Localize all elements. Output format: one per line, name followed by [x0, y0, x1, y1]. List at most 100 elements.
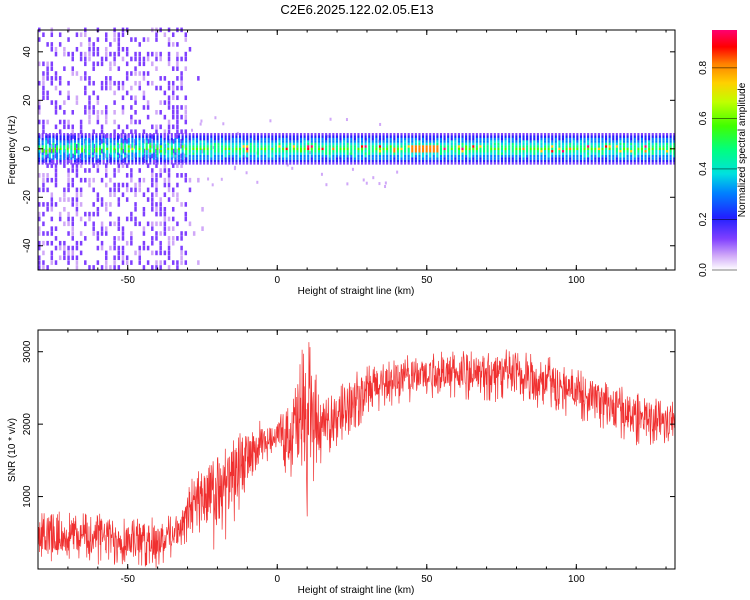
spectrogram-cell: [320, 172, 323, 176]
colorbar: 0.00.20.40.60.8 Normalized spectral ampl…: [698, 30, 748, 277]
spectrogram-cell: [79, 216, 83, 222]
spectrogram-cell: [192, 231, 196, 236]
spectrogram-cell: [109, 162, 112, 165]
spectrogram-cell: [142, 61, 146, 67]
spectrogram-cell: [45, 140, 48, 143]
spectrogram-cell: [400, 150, 403, 153]
spectrogram-cell: [75, 265, 79, 270]
spectrogram-cell: [184, 110, 188, 115]
spectrogram-cell: [238, 133, 242, 136]
spectrogram-cell: [200, 119, 203, 123]
spectrogram-cell: [396, 147, 399, 151]
spectrogram-cell: [88, 140, 91, 143]
spectrogram-cell: [159, 260, 162, 265]
spectrogram-cell: [95, 137, 98, 141]
spectrogram-cell: [583, 162, 586, 165]
spectrogram-cell: [167, 37, 171, 42]
spectrogram-cell: [339, 142, 342, 146]
spectrogram-cell: [655, 147, 658, 151]
spectrogram-cell: [113, 90, 116, 96]
spectrogram-cell: [177, 154, 181, 158]
snr-x-tick-label: 0: [274, 574, 280, 585]
spectrogram-cell: [515, 133, 518, 136]
spectrogram-cell: [590, 159, 593, 163]
spectrogram-cell: [565, 154, 568, 158]
spectrogram-cell: [518, 135, 521, 138]
spectrogram-cell: [447, 157, 450, 160]
spectrogram-cell: [54, 124, 58, 130]
spectrogram-cell: [163, 100, 167, 105]
spectrogram-cell: [282, 157, 285, 160]
spectrogram-cell: [176, 66, 179, 71]
spectrogram-cell: [439, 137, 443, 141]
spectrogram-cell: [421, 137, 425, 141]
spectrogram-cell: [104, 32, 108, 38]
spectrogram-cell: [174, 140, 177, 143]
spectrogram-cell: [197, 177, 200, 183]
spectrogram-cell: [472, 135, 475, 138]
spectrogram-cell: [84, 135, 87, 138]
spectrogram-cell: [651, 157, 654, 160]
spectrogram-cell: [651, 159, 654, 163]
spectrogram-cell: [536, 154, 539, 158]
spectrogram-cell: [130, 37, 133, 42]
spectrogram-cell: [163, 226, 167, 231]
spectrogram-cell: [134, 80, 137, 86]
spectrogram-cell: [117, 124, 121, 130]
spectrogram-cell: [66, 140, 69, 143]
spectrogram-cell: [75, 192, 79, 198]
spectrogram-cell: [414, 154, 417, 158]
spectrogram-cell: [120, 133, 123, 136]
spectrogram-cell: [328, 157, 331, 160]
spectrogram-cell: [176, 260, 179, 265]
spectrogram-cell: [121, 139, 125, 144]
spectrogram-cell: [511, 140, 514, 143]
spectrogram-cell: [199, 150, 202, 153]
spectrogram-cell: [400, 137, 403, 141]
spectrogram-cell: [608, 159, 611, 163]
spectrogram-cell: [201, 206, 204, 212]
spectrogram-cell: [109, 66, 112, 71]
spectrogram-cell: [113, 51, 116, 57]
spectrogram-cell: [113, 145, 116, 148]
spectrogram-cell: [622, 150, 626, 153]
spectrogram-cell: [630, 159, 633, 163]
spectrogram-cell: [121, 129, 125, 134]
spectrogram-cell: [71, 134, 74, 139]
spectrogram-cell: [134, 140, 137, 143]
spectrogram-cell: [125, 61, 129, 67]
spectrogram-cell: [450, 147, 453, 151]
spectrogram-cell: [267, 137, 270, 141]
spectrogram-cell: [274, 140, 277, 143]
spectrogram-cell: [125, 51, 129, 57]
spectrogram-cell: [651, 137, 654, 141]
spectrogram-cell: [368, 135, 371, 138]
spectrogram-cell: [522, 142, 525, 146]
spectrogram-cell: [63, 137, 66, 141]
spectrogram-cell: [70, 142, 73, 146]
spectrogram-cell: [648, 140, 651, 143]
spectrogram-cell: [95, 152, 98, 155]
spectrogram-cell: [326, 134, 329, 138]
spectrogram-cell: [432, 137, 435, 141]
spectrogram-cell: [443, 154, 446, 158]
spectrogram-cell: [231, 135, 234, 138]
spectrogram-cell: [159, 265, 162, 270]
spectrogram-cell: [558, 162, 561, 165]
spectrogram-cell: [180, 260, 183, 265]
spectrogram-cell: [529, 137, 532, 141]
spectrogram-cell: [518, 142, 521, 146]
spectrogram-cell: [454, 154, 457, 158]
spectrogram-cell: [142, 192, 146, 198]
spectrogram-cell: [389, 133, 392, 136]
spectrogram-cell: [360, 142, 364, 146]
spectrogram-cell: [655, 157, 658, 160]
spectrogram-cell: [554, 145, 557, 148]
spectrogram-cell: [84, 154, 87, 158]
spectrogram-cell: [658, 162, 661, 165]
spectrogram-cell: [121, 226, 125, 231]
spectrogram-cell: [170, 145, 173, 148]
spectrogram-cell: [378, 159, 382, 163]
spectrogram-cell: [109, 150, 112, 153]
spectrogram-cell: [246, 162, 249, 165]
